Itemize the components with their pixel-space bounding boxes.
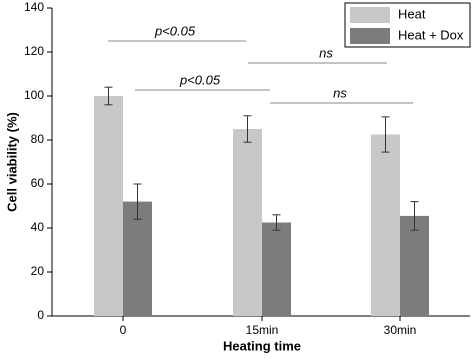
bar — [371, 134, 400, 316]
y-tick-label: 0 — [37, 308, 44, 322]
legend-swatch — [350, 7, 390, 23]
legend-swatch — [350, 28, 390, 44]
annotation: ns — [319, 45, 333, 60]
annotation: ns — [333, 85, 347, 100]
y-tick-label: 140 — [24, 0, 44, 14]
y-tick-label: 60 — [31, 176, 45, 190]
y-axis-label: Cell viability (%) — [4, 112, 19, 212]
y-tick-label: 20 — [31, 264, 45, 278]
x-tick-label: 0 — [120, 323, 127, 337]
y-tick-label: 100 — [24, 88, 44, 102]
annotation: p<0.05 — [154, 23, 196, 38]
annotation: p<0.05 — [179, 72, 221, 87]
bar — [233, 129, 262, 316]
y-tick-label: 80 — [31, 132, 45, 146]
bar — [94, 96, 123, 316]
legend-label: Heat — [398, 6, 426, 21]
x-axis-label: Heating time — [223, 338, 301, 353]
bar — [400, 215, 429, 316]
bar — [262, 222, 291, 316]
y-tick-label: 40 — [31, 220, 45, 234]
x-tick-label: 30min — [384, 323, 417, 337]
legend-label: Heat + Dox — [398, 27, 464, 42]
y-tick-label: 120 — [24, 44, 44, 58]
x-tick-label: 15min — [246, 323, 279, 337]
bar — [123, 201, 152, 316]
